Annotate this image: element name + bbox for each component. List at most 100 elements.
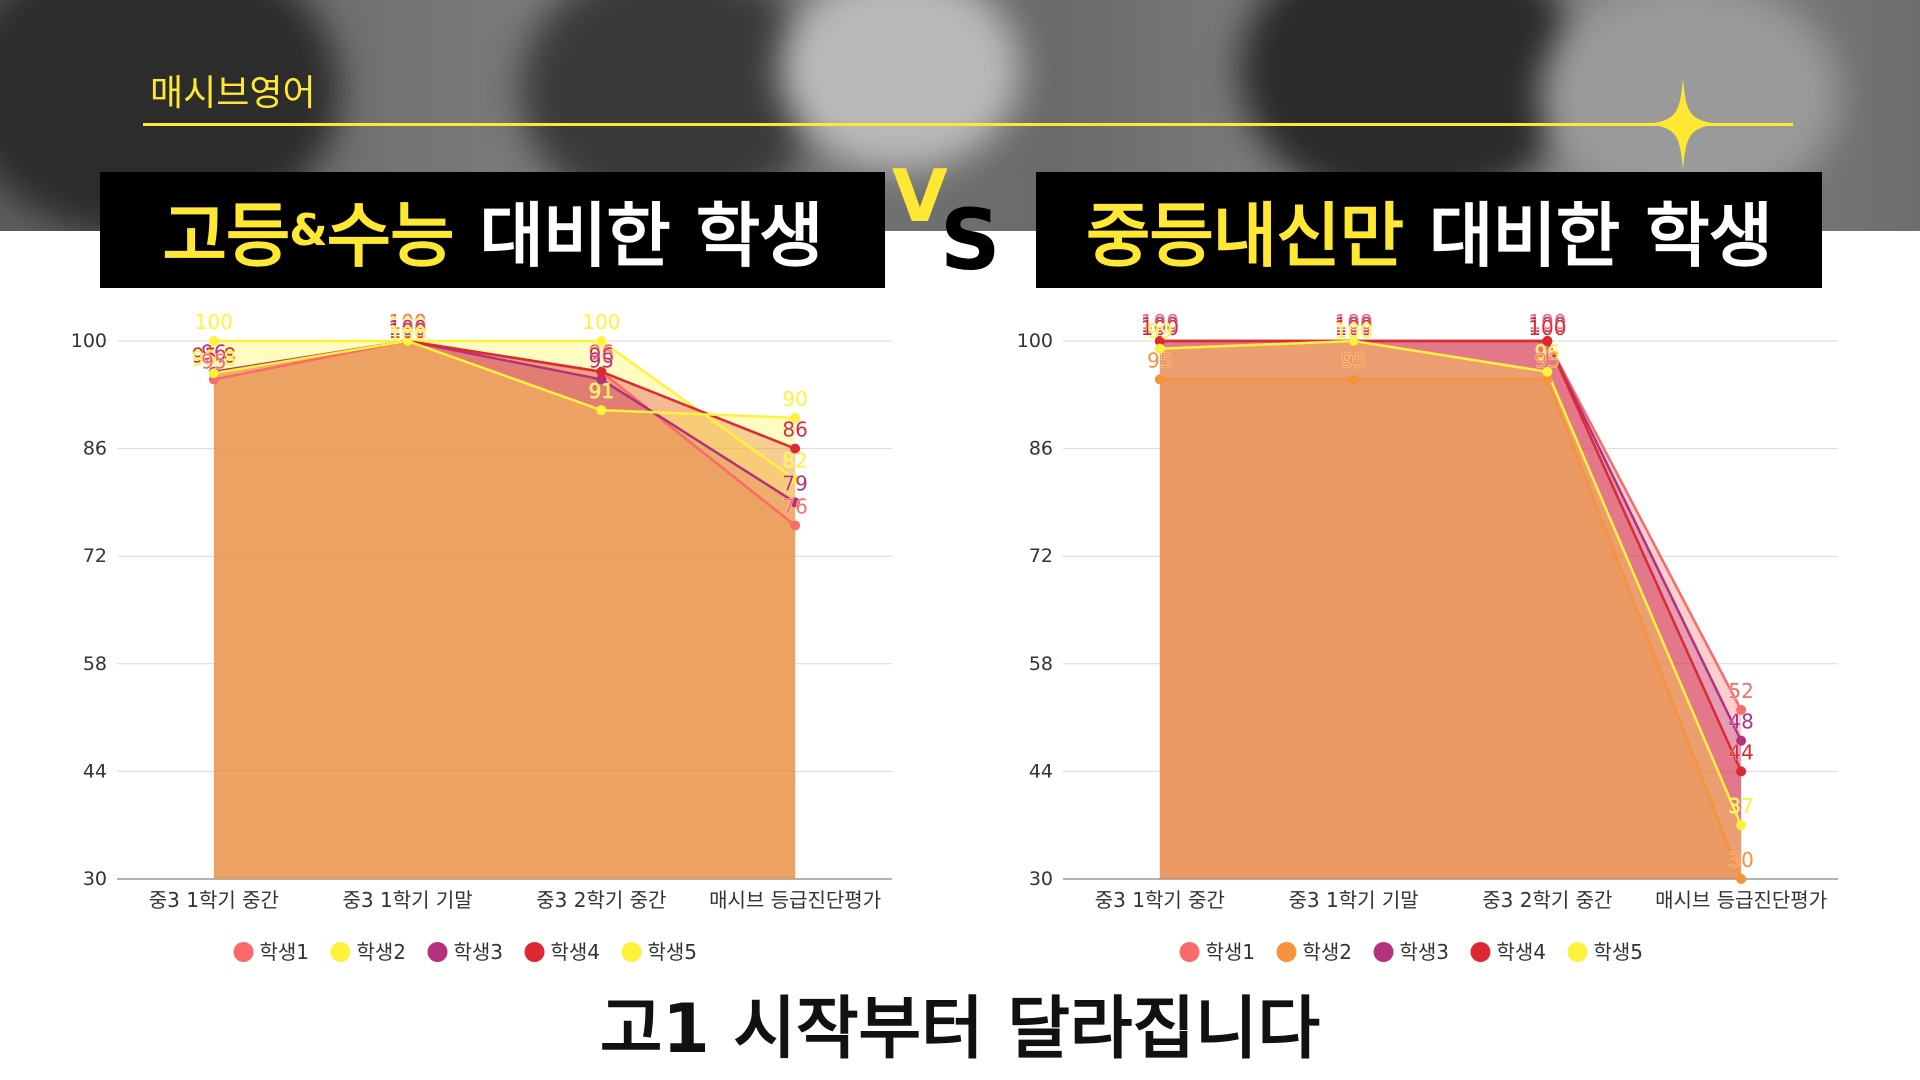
- x-tick-label: 중3 1학기 중간: [149, 888, 279, 912]
- banner-left-highlight-2: 수능: [326, 194, 455, 277]
- data-label: 100: [1528, 316, 1566, 340]
- legend-label-3: 학생3: [1400, 940, 1450, 964]
- series-line-5: [213, 339, 796, 420]
- data-point: [1736, 874, 1747, 884]
- x-tick-label: 중3 2학기 중간: [536, 888, 666, 912]
- series-area-4: [213, 341, 796, 879]
- legend-marker-4: [524, 942, 545, 962]
- data-label: 100: [389, 316, 427, 340]
- data-label: 95.8: [192, 344, 237, 368]
- data-label: 86: [782, 418, 807, 442]
- y-tick-label: 44: [1029, 760, 1053, 782]
- data-point: [790, 474, 801, 485]
- vs-letter-v: V: [892, 154, 948, 238]
- x-tick-label: 중3 1학기 기말: [343, 888, 473, 912]
- legend-label-4: 학생4: [551, 940, 601, 964]
- legend-label-1: 학생1: [260, 940, 310, 964]
- data-label: 99: [1147, 319, 1172, 343]
- data-label: 96: [589, 341, 614, 365]
- banner-left-text-1: 대비한: [479, 194, 670, 277]
- sparkle-icon: [1648, 78, 1718, 170]
- data-label: 100: [1141, 313, 1179, 337]
- legend-marker-1: [233, 942, 254, 962]
- data-label: 96: [589, 344, 614, 368]
- legend-marker-2: [1276, 942, 1297, 962]
- y-tick-label: 100: [71, 330, 107, 352]
- data-label: 100: [1528, 310, 1566, 334]
- y-tick-label: 72: [1029, 545, 1053, 567]
- banner-middle-school-students: 중등내신만 대비한 학생: [1036, 172, 1822, 288]
- data-label: 37: [1728, 794, 1753, 818]
- data-point: [596, 374, 607, 385]
- chart-high-school-prep: 30 44 58 72 86 100 중3 1학기 중간 중3 1학기 기말 중3 2학기 중간…: [71, 310, 892, 964]
- data-point: [1348, 374, 1359, 385]
- data-label: 100: [582, 310, 620, 334]
- banner-right-highlight: 중등내신만: [1085, 194, 1404, 277]
- data-label: 100: [1528, 313, 1566, 337]
- data-label: 100: [389, 322, 427, 346]
- data-point: [1348, 336, 1359, 346]
- data-point: [596, 366, 607, 377]
- data-point: [1736, 735, 1747, 746]
- data-label: 52: [1728, 679, 1753, 703]
- data-label: 76: [782, 494, 807, 518]
- data-point: [596, 336, 607, 346]
- data-label: 30: [1728, 848, 1753, 872]
- data-point: [790, 520, 801, 531]
- series-area-5: [1159, 341, 1742, 879]
- series-line-4: [1159, 339, 1743, 772]
- y-tick-label: 58: [83, 653, 107, 675]
- data-label: 96: [1535, 341, 1560, 365]
- series-area-1: [213, 341, 796, 879]
- legend-label-2: 학생2: [357, 940, 407, 964]
- data-label: 100: [1335, 319, 1373, 343]
- data-label: 100: [1141, 310, 1179, 334]
- series-area-3: [213, 341, 796, 879]
- x-tick-label: 중3 1학기 기말: [1289, 888, 1419, 912]
- data-label: 91: [589, 379, 614, 403]
- data-point: [1542, 374, 1553, 385]
- data-point: [790, 412, 801, 423]
- data-label: 100: [195, 310, 233, 334]
- data-label: 95: [1147, 348, 1172, 372]
- legend-marker-2: [330, 942, 351, 962]
- data-point: [1736, 820, 1747, 831]
- data-point: [1736, 704, 1747, 715]
- brand-underline: [143, 123, 1793, 126]
- x-tick-label: 매시브 등급진단평가: [1655, 888, 1827, 912]
- data-label: 100: [389, 313, 427, 337]
- y-tick-label: 72: [83, 545, 107, 567]
- legend-marker-3: [1373, 942, 1394, 962]
- data-point: [1154, 336, 1165, 346]
- banner-right-text-2: 학생: [1645, 194, 1773, 277]
- x-tick-label: 매시브 등급진단평가: [709, 888, 881, 912]
- vs-letter-s: S: [940, 191, 1001, 289]
- y-tick-label: 58: [1029, 653, 1053, 675]
- y-tick-label: 100: [1017, 330, 1053, 352]
- banner-left-highlight-1: 고등: [162, 194, 290, 277]
- banner-right-text-1: 대비한: [1428, 194, 1620, 277]
- data-point: [790, 443, 801, 454]
- data-point: [208, 336, 219, 346]
- data-label: 44: [1728, 740, 1753, 764]
- series-line-2: [1159, 378, 1743, 880]
- banner-left-ampersand: &: [289, 204, 327, 256]
- legend-label-3: 학생3: [454, 940, 504, 964]
- data-label: 48: [1728, 710, 1753, 734]
- series-area-5: [213, 341, 796, 879]
- legend-marker-3: [427, 942, 448, 962]
- y-tick-label: 86: [1029, 438, 1053, 460]
- data-point: [790, 497, 801, 508]
- data-label: 100: [389, 310, 427, 334]
- data-label: 95: [1341, 348, 1366, 372]
- y-tick-label: 44: [83, 760, 107, 782]
- series-line-5: [1159, 339, 1743, 826]
- data-point: [596, 405, 607, 416]
- data-label: 82: [782, 448, 807, 472]
- y-tick-label: 30: [1029, 868, 1053, 890]
- data-label: 100: [1335, 316, 1373, 340]
- y-tick-label: 86: [83, 438, 107, 460]
- data-point: [1542, 336, 1553, 346]
- banner-left-text-2: 학생: [695, 194, 824, 277]
- legend-marker-1: [1179, 942, 1200, 962]
